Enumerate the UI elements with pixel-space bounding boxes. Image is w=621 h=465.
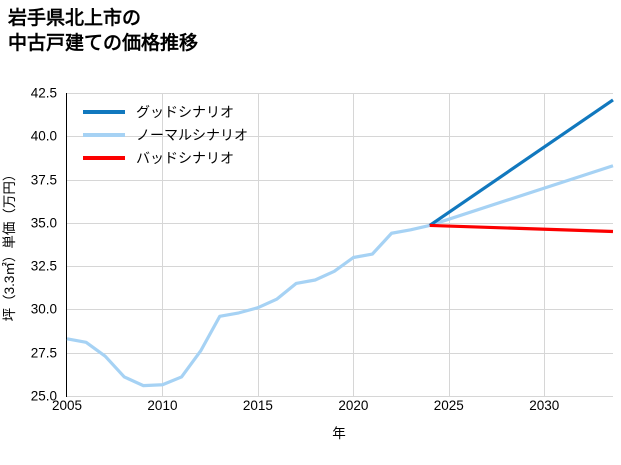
plot-area: 25.0 27.5 30.0 32.5 35.0 37.5 40.0 42.5 2005 201… [31,86,614,413]
gridline-horizontal [67,352,613,354]
legend-item[interactable]: グッドシナリオ [83,100,248,123]
gridline-vertical [353,93,355,396]
x-axis-tick-label: 2005 [51,398,83,413]
legend-item-label: バッドシナリオ [136,149,234,166]
y-axis-tick-label: 25.0 [30,388,57,404]
y-axis-tick-label: 32.5 [30,258,57,274]
y-axis-tick-label: 35.0 [30,215,57,231]
y-axis-tick-label: 27.5 [30,345,57,361]
gridline-horizontal [67,396,613,397]
x-axis-tick-label: 2015 [242,398,273,413]
x-axis-tick-label: 2010 [147,398,178,413]
data-series-layer [66,98,614,388]
gridline-horizontal [67,179,613,181]
legend-item[interactable]: バッドシナリオ [83,146,248,169]
legend-item-label: グッドシナリオ [136,103,234,120]
legend-color-swatch [83,132,125,137]
y-axis-label: 坪（3.3㎡）単価（万円） [2,167,17,322]
y-axis-tick-label: 42.5 [30,85,57,101]
x-axis-tick-label: 2020 [338,398,369,413]
chart-title: 岩手県北上市の 中古戸建ての価格推移 [8,8,199,55]
gridline-horizontal [67,93,613,94]
x-axis-label: 年 [332,426,346,441]
y-axis-tick-label: 37.5 [30,172,57,188]
x-axis-tick-label: 2030 [529,398,560,413]
gridline-vertical [448,93,450,396]
series-line [428,98,614,227]
gridline-vertical [162,93,164,396]
gridline-horizontal [67,136,613,138]
legend-color-swatch [83,109,125,114]
gridline-vertical [544,93,546,396]
chart-legend: グッドシナリオ ノーマルシナリオ バッドシナリオ [77,94,258,175]
series-line [429,223,614,234]
y-axis-tick-label: 40.0 [30,128,57,144]
legend-item[interactable]: ノーマルシナリオ [83,123,248,146]
legend-color-swatch [83,155,125,160]
gridline-horizontal [67,309,613,311]
y-axis-tick-label: 30.0 [30,301,57,317]
legend-item-label: ノーマルシナリオ [136,126,248,143]
gridline-vertical [257,93,259,396]
gridline-horizontal [67,222,613,224]
series-line [66,164,614,388]
x-axis-tick-label: 2025 [433,398,464,413]
